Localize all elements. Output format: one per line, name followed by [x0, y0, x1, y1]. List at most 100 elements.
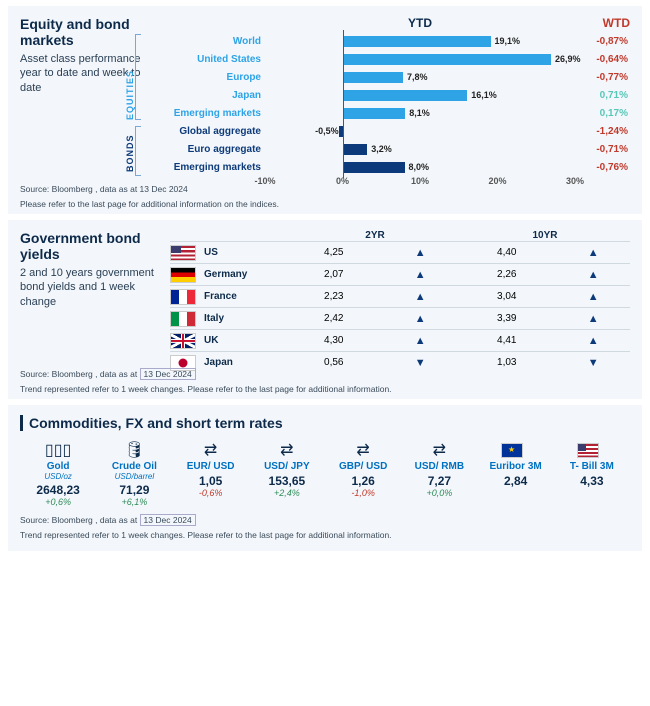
commodity-change: +0,6% — [22, 497, 94, 507]
commodity-value: 71,29 — [98, 483, 170, 497]
bar-label: World — [155, 36, 265, 47]
commodity-item: ▯▯▯GoldUSD/oz2648,23+0,6% — [20, 439, 96, 507]
commodity-icon — [556, 439, 628, 461]
bar-track: 7,8% — [265, 68, 575, 86]
wtd-value: -1,24% — [575, 126, 630, 137]
commodity-item: ⇄GBP/ USD1,26-1,0% — [325, 439, 401, 507]
trend-arrow-icon: ▲ — [413, 247, 427, 259]
commodity-change: +2,4% — [251, 488, 323, 498]
yield-rows: US4,25▲4,40▲Germany2,07▲2,26▲France2,23▲… — [170, 241, 630, 373]
x-tick: 30% — [566, 176, 584, 186]
bar-fill — [343, 54, 551, 65]
yield-2yr-cell: 2,07▲ — [284, 269, 457, 281]
bar-track: 8,1% — [265, 104, 575, 122]
x-tick: 20% — [488, 176, 506, 186]
yield-2yr-cell: 4,25 ▲ — [284, 247, 457, 259]
panel2-subtitle: 2 and 10 years government bond yields an… — [20, 266, 162, 309]
panel1-source2: Please refer to the last page for additi… — [20, 199, 279, 210]
commodity-item: ⇄USD/ RMB7,27+0,0% — [401, 439, 477, 507]
yield-2yr: 2,23 — [314, 291, 354, 302]
commodity-name: T- Bill 3M — [556, 461, 628, 472]
bar-value: 8,0% — [409, 162, 430, 172]
bar-track: 8,0% — [265, 158, 575, 176]
flag-icon — [170, 333, 196, 349]
commodity-value: 2648,23 — [22, 483, 94, 497]
bar-row: Europe7,8%-0,77% — [155, 68, 630, 86]
trend-arrow-icon: ▲ — [413, 313, 427, 325]
bar-label: Emerging markets — [155, 108, 265, 119]
wtd-value: 0,71% — [575, 90, 630, 101]
commodity-item: ⇄EUR/ USD1,05-0,6% — [173, 439, 249, 507]
yield-2yr-cell: 2,23▲ — [284, 291, 457, 303]
bar-fill — [343, 90, 468, 101]
commodity-name: USD/ RMB — [403, 461, 475, 472]
bar-label: United States — [155, 54, 265, 65]
commodity-icon: 🛢 — [98, 439, 170, 461]
fx-icon: ⇄ — [204, 440, 217, 460]
bar-value: 8,1% — [409, 108, 430, 118]
panel2-source: Source: Bloomberg , data as at 13 Dec 20… — [20, 365, 630, 395]
yield-table: 2YR 10YR US4,25▲4,40▲Germany2,07▲2,26▲Fr… — [170, 230, 630, 373]
commodity-name: GBP/ USD — [327, 461, 399, 472]
yield-10yr: 3,39 — [487, 313, 527, 324]
commodity-name: USD/ JPY — [251, 461, 323, 472]
commodity-value: 1,05 — [175, 474, 247, 488]
yield-row: Italy2,42▲3,39▲ — [170, 307, 630, 329]
wtd-value: -0,77% — [575, 72, 630, 83]
equities-bracket — [135, 34, 141, 120]
commodity-items: ▯▯▯GoldUSD/oz2648,23+0,6%🛢Crude OilUSD/b… — [20, 439, 630, 507]
commodity-item: Euribor 3M2,84 — [478, 439, 554, 507]
yield-10yr-cell: 2,26▲ — [457, 269, 630, 281]
bar-row: World 19,1% -0,87% — [155, 32, 630, 50]
oil-icon: 🛢 — [124, 440, 144, 460]
col-2yr: 2YR — [290, 230, 460, 241]
yield-2yr: 2,07 — [314, 269, 354, 280]
bar-track: 26,9% — [265, 50, 575, 68]
country-name: UK — [204, 335, 284, 346]
flag-icon — [170, 245, 196, 261]
yield-10yr-cell: 3,39▲ — [457, 313, 630, 325]
yield-row: US4,25 ▲ 4,40 ▲ — [170, 241, 630, 263]
commodity-change: -1,0% — [327, 488, 399, 498]
bar-label: Japan — [155, 90, 265, 101]
bar-row: Euro aggregate3,2%-0,71% — [155, 140, 630, 158]
yield-row: Germany2,07▲2,26▲ — [170, 263, 630, 285]
x-tick: 0% — [336, 176, 349, 186]
bar-row: United States26,9%-0,64% — [155, 50, 630, 68]
bar-label: Europe — [155, 72, 265, 83]
country-name: Germany — [204, 269, 284, 280]
trend-arrow-icon: ▲ — [586, 291, 600, 303]
wtd-value: -0,76% — [575, 162, 630, 173]
gold-icon: ▯▯▯ — [45, 440, 71, 460]
bar-fill — [343, 162, 405, 173]
bar-track: 3,2% — [265, 140, 575, 158]
wtd-value: -0,71% — [575, 144, 630, 155]
yield-10yr: 4,40 — [487, 247, 527, 258]
bar-label: Emerging markets — [155, 162, 265, 173]
panel3-title: Commodities, FX and short term rates — [20, 415, 630, 431]
wtd-value: -0,87% — [575, 36, 630, 47]
commodity-unit: USD/barrel — [98, 472, 170, 481]
commodities-panel: Commodities, FX and short term rates ▯▯▯… — [8, 405, 642, 551]
equity-bond-panel: Equity and bond markets Asset class perf… — [8, 6, 642, 214]
commodity-icon: ⇄ — [327, 439, 399, 461]
country-name: US — [204, 247, 284, 258]
yield-10yr-cell: 4,41▲ — [457, 335, 630, 347]
fx-icon: ⇄ — [356, 440, 369, 460]
gov-yield-panel: Government bond yields 2 and 10 years go… — [8, 220, 642, 399]
panel1-header: YTD WTD — [155, 16, 630, 30]
commodity-item: 🛢Crude OilUSD/barrel71,29+6,1% — [96, 439, 172, 507]
bonds-group-label: BONDS — [125, 134, 135, 172]
bar-value: 3,2% — [371, 144, 392, 154]
commodity-value: 2,84 — [480, 474, 552, 488]
commodity-unit: USD/oz — [22, 472, 94, 481]
panel1-source1: Source: Bloomberg , data as at 13 Dec 20… — [20, 184, 279, 195]
flag-icon — [170, 267, 196, 283]
zero-line — [343, 156, 344, 178]
bar-track: 19,1% — [265, 32, 575, 50]
bar-value: 19,1% — [495, 36, 521, 46]
bar-row: Japan16,1%0,71% — [155, 86, 630, 104]
bar-row: Emerging markets8,1%0,17% — [155, 104, 630, 122]
commodity-value: 153,65 — [251, 474, 323, 488]
yield-2yr: 4,25 — [314, 247, 354, 258]
